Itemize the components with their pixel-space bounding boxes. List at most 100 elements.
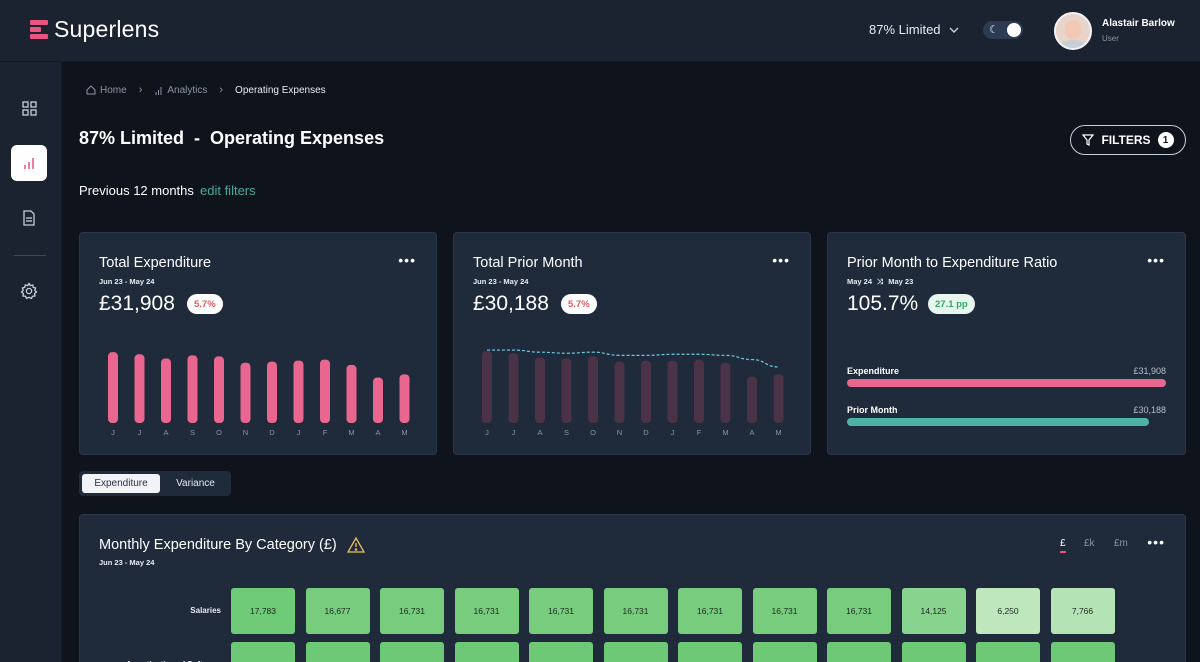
bar-chart-icon xyxy=(155,86,162,95)
warning-icon[interactable] xyxy=(346,537,365,553)
chevron-down-icon xyxy=(949,27,959,33)
avatar[interactable] xyxy=(1054,12,1092,50)
card-title: Prior Month to Expenditure Ratio xyxy=(847,255,1058,271)
org-selector[interactable]: 87% Limited xyxy=(869,22,959,37)
sidebar-divider xyxy=(14,255,46,256)
category-title: Monthly Expenditure By Category (£) xyxy=(99,537,337,553)
sidebar-item-settings[interactable] xyxy=(11,273,47,309)
theme-toggle[interactable]: ☾ xyxy=(983,21,1023,39)
more-icon[interactable]: ••• xyxy=(772,252,790,268)
heatmap-cell[interactable]: 16,677 xyxy=(305,588,370,634)
unit-millions[interactable]: £m xyxy=(1114,538,1128,549)
heatmap-cell[interactable]: 7,766 xyxy=(1050,588,1115,634)
more-icon[interactable]: ••• xyxy=(1147,252,1165,268)
heatmap-cell[interactable]: 16,731 xyxy=(752,588,817,634)
tab-expenditure[interactable]: Expenditure xyxy=(82,474,160,493)
heatmap-cell[interactable]: 20,201 xyxy=(752,642,817,662)
card-date-range: Jun 23 - May 24 xyxy=(473,277,529,286)
change-badge: 5.7% xyxy=(561,294,597,314)
page-title: 87% Limited - Operating Expenses xyxy=(79,128,385,148)
x-tick-label: D xyxy=(269,428,275,437)
heatmap-cell[interactable]: 16,731 xyxy=(827,588,891,634)
sidebar xyxy=(0,62,62,662)
unit-pounds[interactable]: £ xyxy=(1060,538,1066,553)
heatmap-cell[interactable]: 16,731 xyxy=(678,588,742,634)
grid-icon xyxy=(21,100,37,116)
expenditure-value: £31,908 xyxy=(1133,366,1166,376)
heatmap-cell[interactable]: 20,201 xyxy=(827,642,891,662)
x-tick-label: A xyxy=(749,428,754,437)
x-tick-label: O xyxy=(216,428,222,437)
sidebar-item-dashboard[interactable] xyxy=(11,90,47,126)
heatmap-cell[interactable]: 20,201 xyxy=(1050,642,1115,662)
ratio-card: Prior Month to Expenditure Ratio ••• May… xyxy=(827,232,1186,455)
user-name: Alastair Barlow xyxy=(1102,18,1175,29)
x-tick-label: A xyxy=(163,428,168,437)
prior-month-value: £30,188 xyxy=(1133,405,1166,415)
heatmap-cell[interactable]: 16,731 xyxy=(529,588,593,634)
bar xyxy=(293,360,304,423)
breadcrumb: Home › Analytics › Operating Expenses xyxy=(86,84,326,96)
change-badge: 5.7% xyxy=(187,294,223,314)
heatmap-cell[interactable]: 20,201 xyxy=(603,642,668,662)
heatmap-cell[interactable]: 6,250 xyxy=(976,588,1040,634)
logo[interactable]: Superlens xyxy=(30,16,159,43)
heatmap-cell[interactable]: 21,000 xyxy=(231,642,295,662)
bar xyxy=(187,355,198,423)
more-icon[interactable]: ••• xyxy=(1147,534,1165,550)
series-line xyxy=(486,349,779,368)
heatmap-cell[interactable]: 16,731 xyxy=(454,588,519,634)
bar xyxy=(720,362,731,423)
tab-variance[interactable]: Variance xyxy=(176,478,215,489)
breadcrumb-current: Operating Expenses xyxy=(235,84,326,96)
heatmap-cell[interactable]: 20,115 xyxy=(305,642,370,662)
heatmap-cell[interactable]: 17,783 xyxy=(231,588,295,634)
period-label: Previous 12 months xyxy=(79,183,194,198)
filters-button[interactable]: FILTERS 1 xyxy=(1070,125,1186,155)
bar xyxy=(320,359,330,423)
top-bar: Superlens 87% Limited ☾ Alastair Barlow … xyxy=(0,0,1200,62)
sidebar-item-reports[interactable] xyxy=(11,200,47,236)
heatmap-cell[interactable]: 20,201 xyxy=(529,642,593,662)
x-tick-label: N xyxy=(243,428,248,437)
bar xyxy=(482,351,492,423)
bar xyxy=(747,376,757,423)
sidebar-item-analytics[interactable] xyxy=(11,145,47,181)
unit-thousands[interactable]: £k xyxy=(1084,538,1095,549)
edit-filters-link[interactable]: edit filters xyxy=(200,183,256,198)
x-tick-label: J xyxy=(111,428,115,437)
heatmap-cell[interactable]: 20,201 xyxy=(380,642,444,662)
x-tick-label: N xyxy=(617,428,622,437)
heatmap-row-label: Salaries xyxy=(190,606,221,615)
bar xyxy=(134,354,145,423)
heatmap-cell[interactable]: 20,201 xyxy=(454,642,519,662)
x-tick-label: M xyxy=(401,428,407,437)
x-tick-label: J xyxy=(138,428,142,437)
x-tick-label: F xyxy=(697,428,702,437)
x-tick-label: M xyxy=(775,428,781,437)
bar xyxy=(399,374,410,423)
bar xyxy=(641,360,651,423)
x-tick-label: D xyxy=(643,428,649,437)
x-tick-label: J xyxy=(512,428,516,437)
more-icon[interactable]: ••• xyxy=(398,252,416,268)
bar xyxy=(561,358,572,423)
expenditure-label: Expenditure xyxy=(847,366,900,376)
heatmap-cell[interactable]: 20,101 xyxy=(976,642,1040,662)
heatmap-cell[interactable]: 14,125 xyxy=(901,588,966,634)
heatmap-cell[interactable]: 16,731 xyxy=(603,588,668,634)
heatmap-cell[interactable]: 20,201 xyxy=(678,642,742,662)
bar xyxy=(161,358,171,423)
breadcrumb-home[interactable]: Home xyxy=(86,85,127,96)
gear-icon xyxy=(20,282,38,300)
card-value: 105.7% xyxy=(847,292,919,315)
heatmap-cell[interactable]: 16,731 xyxy=(380,588,444,634)
heatmap-cell[interactable]: 20,201 xyxy=(901,642,966,662)
x-tick-label: M xyxy=(348,428,354,437)
toggle-knob xyxy=(1007,23,1021,37)
expenditure-bar xyxy=(847,379,1166,387)
x-tick-label: O xyxy=(590,428,596,437)
breadcrumb-analytics[interactable]: Analytics xyxy=(154,85,207,96)
